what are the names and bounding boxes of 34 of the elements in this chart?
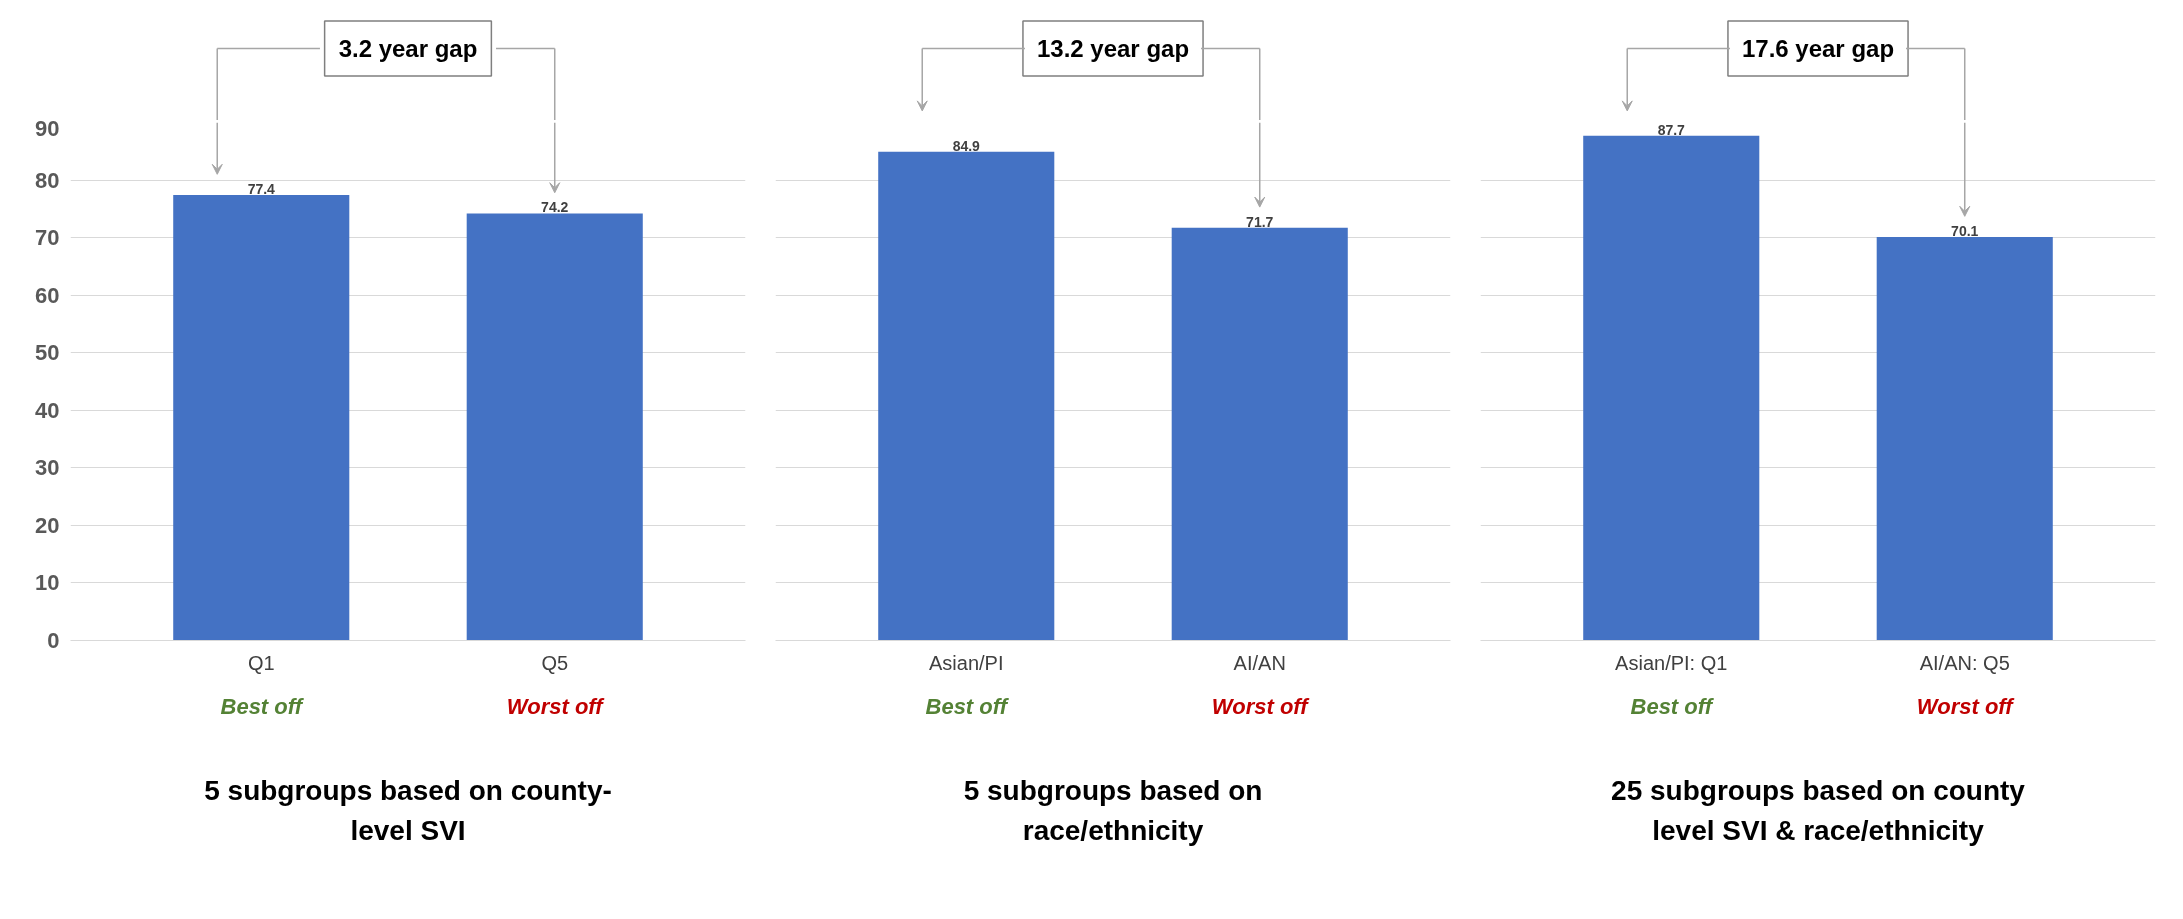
data-label: 87.7 <box>1657 121 1686 138</box>
x-tick-label: AI/AN: Q5 <box>1919 651 2010 674</box>
x-tick-label: Q5 <box>541 651 569 674</box>
x-tick-label: AI/AN <box>1233 651 1286 674</box>
y-tick-label: 0 <box>47 628 60 653</box>
data-label: 84.9 <box>952 137 981 154</box>
text: Best off <box>925 694 1010 720</box>
y-tick-label: 50 <box>35 340 60 366</box>
y-tick-label: 20 <box>35 512 60 538</box>
x-axis-title: 5 subgroups based on county-level SVI <box>204 775 612 846</box>
x-tick-label: Q1 <box>247 651 275 674</box>
y-tick-label: 70 <box>35 225 60 251</box>
y-tick-label: 40 <box>35 397 60 423</box>
text: 13.2 year gap <box>1036 35 1190 62</box>
text: Worst off <box>1211 694 1311 720</box>
data-label: 77.4 <box>247 181 276 198</box>
data-label: 74.2 <box>541 199 569 216</box>
y-tick-label: 60 <box>35 282 60 308</box>
x-tick-label: Asian/PI <box>929 651 1004 674</box>
data-label: 70.1 <box>1951 223 1979 240</box>
y-tick-label: 30 <box>35 455 60 481</box>
text: Best off <box>1630 694 1715 720</box>
data-label: 71.7 <box>1246 213 1274 230</box>
y-tick-label: 10 <box>35 570 60 596</box>
x-tick-label: Asian/PI: Q1 <box>1615 651 1728 674</box>
text: Worst off <box>1916 694 2016 720</box>
y-tick-label: 80 <box>35 167 60 193</box>
x-axis-title: 25 subgroups based on county level SVI & race/ethnicity <box>1611 775 2026 846</box>
y-tick-label: 90 <box>35 115 60 141</box>
text: 17.6 year gap <box>1741 35 1895 62</box>
text: Worst off <box>506 694 606 720</box>
text: Best off <box>220 694 305 720</box>
text: 3.2 year gap <box>338 35 478 62</box>
x-axis-title: 5 subgroups based on race/ethnicity <box>963 775 1263 846</box>
